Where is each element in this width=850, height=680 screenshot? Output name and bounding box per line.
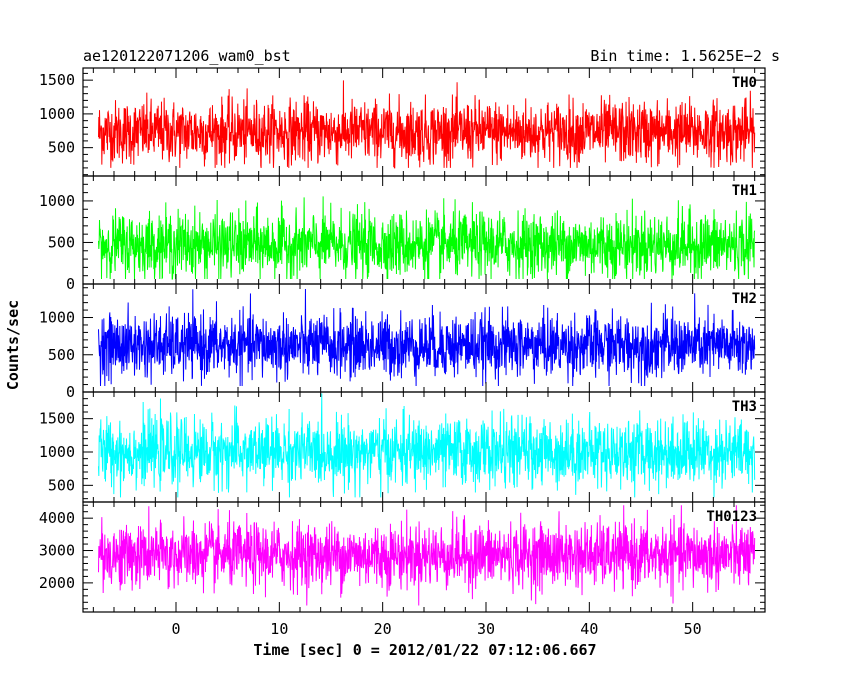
x-tick-label: 10: [270, 620, 288, 638]
y-tick-label: 500: [48, 476, 75, 494]
panel-label-th1: TH1: [732, 183, 757, 199]
series-line-th2: [98, 288, 756, 387]
y-axis-label: Counts/sec: [4, 300, 22, 390]
series-line-th1: [98, 196, 756, 280]
panel-th3: 500 1000 1500 TH3: [39, 391, 766, 503]
chart-title: ae120122071206_wam0_bst: [83, 47, 291, 65]
chart-subtitle: Bin time: 1.5625E−2 s: [590, 47, 780, 65]
y-tick-label: 1500: [39, 410, 75, 428]
panel-label-th2: TH2: [732, 291, 757, 307]
x-tick-labels: 0 10 20 30 40 50: [171, 620, 701, 638]
y-tick-label: 4000: [39, 509, 75, 527]
panel-label-th3: TH3: [732, 399, 757, 415]
panel-th0: 500 1000 1500 TH0: [39, 67, 766, 177]
x-axis-label: Time [sec] 0 = 2012/01/22 07:12:06.667: [253, 641, 596, 659]
panel-th2: 0 500 1000 TH2: [39, 283, 766, 401]
x-tick-label: 40: [580, 620, 598, 638]
y-tick-label: 1500: [39, 71, 75, 89]
y-tick-label: 0: [66, 275, 75, 293]
y-tick-label: 1000: [39, 105, 75, 123]
series-line-th0: [98, 80, 756, 169]
panels-group: 500 1000 1500 TH0 0 500 1000 TH1 0 500 1000 TH2 500 1…: [39, 67, 766, 613]
panel-th1: 0 500 1000 TH1: [39, 175, 766, 293]
series-line-th3: [98, 393, 756, 498]
x-tick-label: 20: [374, 620, 392, 638]
y-tick-label: 500: [48, 139, 75, 157]
x-tick-label: 50: [684, 620, 702, 638]
y-tick-label: 3000: [39, 542, 75, 560]
y-tick-label: 1000: [39, 443, 75, 461]
x-tick-label: 30: [477, 620, 495, 638]
panel-th0123: 2000 3000 4000 TH0123: [39, 501, 766, 613]
x-tick-label: 0: [171, 620, 180, 638]
y-tick-label: 1000: [39, 192, 75, 210]
y-tick-label: 2000: [39, 574, 75, 592]
panel-label-th0123: TH0123: [706, 509, 757, 525]
series-line-th0123: [98, 505, 756, 606]
y-tick-label: 1000: [39, 309, 75, 327]
y-tick-label: 500: [48, 233, 75, 251]
y-tick-label: 500: [48, 346, 75, 364]
panel-label-th0: TH0: [732, 75, 757, 91]
y-tick-label: 0: [66, 383, 75, 401]
